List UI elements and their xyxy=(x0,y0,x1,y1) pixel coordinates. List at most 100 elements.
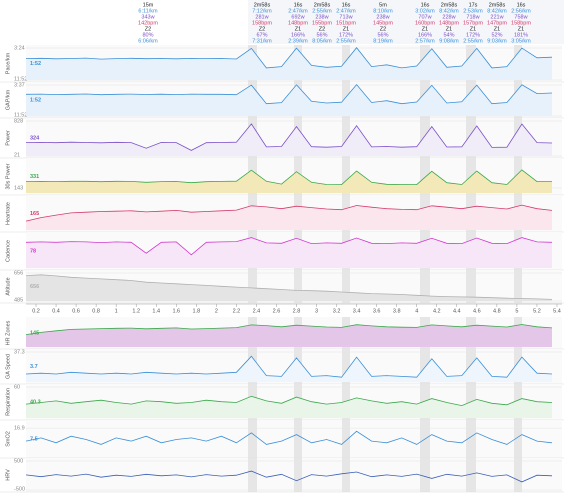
interval-band xyxy=(420,458,430,492)
line xyxy=(25,237,553,256)
current-value: 165 xyxy=(30,211,39,217)
interval-band xyxy=(420,158,430,195)
interval-stat: Z2 xyxy=(259,26,265,32)
interval-stat: 2:55/km xyxy=(463,38,483,44)
interval-stat: Z1 xyxy=(446,26,452,32)
x-tick-label: 3.8 xyxy=(393,308,401,314)
area xyxy=(26,84,552,116)
interval-stat: 2:47/km xyxy=(336,8,356,14)
line xyxy=(25,430,553,445)
y-tick-label: 656 xyxy=(14,270,23,276)
line xyxy=(25,274,553,300)
interval-stat: 9:03/km xyxy=(487,38,507,44)
y-tick-label: 11:52 xyxy=(14,76,27,82)
header-highlight xyxy=(248,0,564,44)
interval-band xyxy=(294,458,302,492)
x-tick-label: 5 xyxy=(515,308,518,314)
interval-band xyxy=(466,270,476,303)
area xyxy=(26,274,552,301)
interval-stat: 343w xyxy=(141,14,154,20)
interval-stat: 172% xyxy=(339,32,353,38)
interval-stat: 713w xyxy=(339,14,352,20)
x-tick-label: 4.8 xyxy=(493,308,501,314)
interval-stat: 3:05/km xyxy=(511,38,531,44)
x-tick-label: 0.8 xyxy=(92,308,100,314)
current-value: 331 xyxy=(30,174,39,180)
interval-band xyxy=(342,158,350,195)
y-tick-label: 16.9 xyxy=(14,426,25,432)
x-tick-label: 2.6 xyxy=(273,308,281,314)
interval-stat: 228w xyxy=(442,14,455,20)
panel-label: Altitude xyxy=(5,277,11,295)
x-tick-label: 0.4 xyxy=(52,308,60,314)
interval-stat: 6:06/km xyxy=(138,38,158,44)
interval-stat: 221w xyxy=(490,14,503,20)
current-value: 7.5 xyxy=(30,436,38,442)
interval-band xyxy=(342,118,350,158)
line xyxy=(25,169,552,186)
interval-stat: 54% xyxy=(443,32,454,38)
y-tick-label: 21 xyxy=(14,152,20,158)
area xyxy=(26,47,552,80)
interval-stat: 5m xyxy=(379,2,387,8)
interval-stat: Z1 xyxy=(518,26,524,32)
current-value: 3.7 xyxy=(30,364,38,370)
interval-stat: 7:12/km xyxy=(252,8,272,14)
panel-label: Power xyxy=(5,130,11,146)
x-tick-label: 3.6 xyxy=(373,308,381,314)
interval-stat: 7:31/km xyxy=(252,38,272,44)
interval-stat: 67% xyxy=(256,32,267,38)
panel-label: HRV xyxy=(5,469,11,481)
x-tick-label: 4 xyxy=(415,308,418,314)
x-tick-label: 2.8 xyxy=(293,308,301,314)
interval-stat: 8:19/km xyxy=(373,38,393,44)
interval-stat: 17s xyxy=(469,2,478,8)
interval-stat: 9:08/km xyxy=(439,38,459,44)
x-tick-label: 1.2 xyxy=(132,308,140,314)
panel-label: GA Speed xyxy=(5,354,11,379)
panel-label: Cadence xyxy=(5,240,11,262)
area xyxy=(26,205,552,230)
x-tick-label: 1.8 xyxy=(192,308,200,314)
interval-stat: 8:42/km xyxy=(439,8,459,14)
interval-stat: 181% xyxy=(514,32,528,38)
interval-stat: 160bpm xyxy=(415,20,435,26)
interval-stat: 3:02/km xyxy=(415,8,435,14)
interval-stat: 148bpm xyxy=(288,20,308,26)
interval-stat: 238w xyxy=(376,14,389,20)
interval-stat: Z1 xyxy=(422,26,428,32)
interval-stat: 80% xyxy=(142,32,153,38)
interval-stat: 718w xyxy=(466,14,479,20)
interval-band xyxy=(342,349,350,384)
interval-stat: 166% xyxy=(418,32,432,38)
line xyxy=(25,355,553,378)
interval-stat: 16s xyxy=(342,2,351,8)
panel-label: 30s Power xyxy=(5,163,11,189)
interval-band xyxy=(342,420,350,458)
interval-stat: 238w xyxy=(315,14,328,20)
y-tick-label: 37.3 xyxy=(14,349,25,355)
line xyxy=(25,83,553,105)
current-value: 656 xyxy=(30,284,39,290)
interval-stat: 56% xyxy=(316,32,327,38)
y-tick-label: 11:52 xyxy=(14,112,27,118)
interval-stat: 142bpm xyxy=(138,20,158,26)
interval-stat: 15m xyxy=(143,2,154,8)
panel-label: Heartrate xyxy=(5,202,11,225)
x-tick-label: 2.2 xyxy=(233,308,241,314)
interval-band xyxy=(342,458,350,492)
x-tick-label: 0.6 xyxy=(72,308,80,314)
current-value: 324 xyxy=(30,135,40,141)
x-tick-label: 4.2 xyxy=(433,308,441,314)
y-tick-label: 60 xyxy=(14,384,20,390)
interval-stat: 692w xyxy=(291,14,304,20)
x-tick-label: 1.4 xyxy=(152,308,160,314)
interval-stat: 2:57/km xyxy=(415,38,435,44)
y-tick-label: 485 xyxy=(14,297,23,303)
interval-band xyxy=(420,270,430,303)
panel-label: Pace/km xyxy=(5,52,11,74)
panel-label: SmO2 xyxy=(5,431,11,447)
interval-stat: 16s xyxy=(421,2,430,8)
interval-stat: Z1 xyxy=(343,26,349,32)
